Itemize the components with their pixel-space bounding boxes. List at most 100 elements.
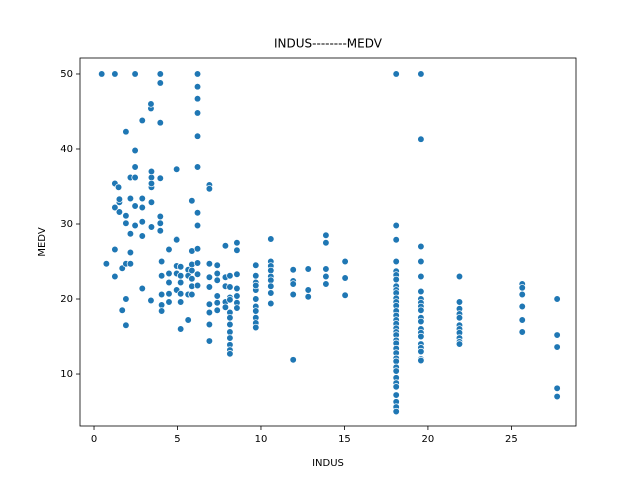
point: [226, 328, 234, 336]
point: [553, 384, 561, 392]
point: [392, 236, 400, 244]
point: [147, 296, 155, 305]
point: [188, 197, 196, 205]
point: [193, 270, 202, 278]
point: [165, 278, 173, 287]
point: [322, 239, 330, 247]
point: [131, 146, 139, 155]
point: [138, 284, 146, 293]
point: [115, 195, 124, 203]
point: [304, 293, 312, 301]
point: [392, 367, 400, 375]
point: [177, 272, 185, 280]
point: [322, 272, 330, 281]
point: [156, 212, 164, 221]
point: [341, 274, 349, 282]
point: [131, 221, 139, 230]
point: [193, 259, 202, 267]
point: [417, 317, 425, 326]
point: [184, 316, 192, 324]
point: [177, 298, 185, 306]
point: [177, 290, 185, 298]
point: [193, 132, 202, 140]
point: [193, 70, 202, 78]
point: [455, 340, 464, 348]
point: [252, 261, 260, 269]
point: [221, 242, 230, 250]
point: [226, 350, 234, 358]
plot-frame: [79, 57, 577, 427]
point: [188, 266, 196, 275]
point: [226, 272, 234, 280]
point: [392, 257, 400, 266]
point: [518, 328, 526, 336]
point: [147, 223, 156, 231]
point: [392, 383, 400, 391]
point: [417, 70, 425, 78]
point: [188, 275, 196, 283]
point: [193, 163, 202, 171]
point: [122, 128, 130, 136]
y-tick-label: 30: [60, 219, 73, 230]
point: [226, 283, 234, 291]
point: [392, 70, 400, 78]
x-tick-label: 20: [422, 434, 435, 445]
point: [156, 227, 164, 235]
point: [252, 323, 260, 332]
point: [193, 83, 202, 91]
point: [111, 203, 119, 212]
point: [193, 109, 202, 117]
point: [165, 269, 173, 278]
point: [193, 209, 202, 217]
point: [102, 260, 111, 268]
point: [111, 245, 119, 254]
point: [165, 290, 173, 298]
point: [518, 290, 526, 299]
point: [213, 306, 221, 314]
point: [147, 100, 155, 108]
point: [138, 116, 146, 125]
point: [188, 290, 196, 299]
point: [304, 286, 312, 294]
point: [156, 174, 164, 182]
point: [289, 280, 297, 288]
point: [267, 276, 275, 284]
point: [267, 299, 275, 308]
point: [518, 316, 526, 324]
point: [205, 260, 214, 268]
point: [205, 320, 214, 329]
point: [213, 299, 221, 307]
point: [131, 173, 139, 182]
point: [213, 276, 221, 284]
point: [147, 198, 156, 206]
y-tick-label: 20: [60, 294, 73, 305]
point: [233, 246, 241, 254]
point: [177, 325, 185, 333]
point: [322, 231, 330, 239]
point: [177, 278, 185, 287]
point: [126, 260, 135, 268]
x-tick-label: 5: [174, 434, 180, 445]
point: [213, 269, 221, 278]
point: [226, 320, 234, 329]
point: [131, 202, 139, 210]
point: [114, 183, 123, 191]
point: [518, 302, 526, 311]
point: [304, 265, 312, 273]
point: [156, 70, 164, 78]
point: [455, 314, 464, 322]
point: [322, 280, 330, 288]
point: [392, 407, 400, 416]
point: [157, 257, 166, 266]
y-tick-label: 10: [60, 369, 73, 380]
point: [341, 291, 349, 299]
point: [252, 295, 260, 303]
point: [417, 272, 425, 281]
point: [392, 221, 400, 230]
point: [553, 343, 561, 351]
point: [138, 203, 146, 212]
point: [111, 272, 119, 281]
point: [392, 357, 400, 365]
